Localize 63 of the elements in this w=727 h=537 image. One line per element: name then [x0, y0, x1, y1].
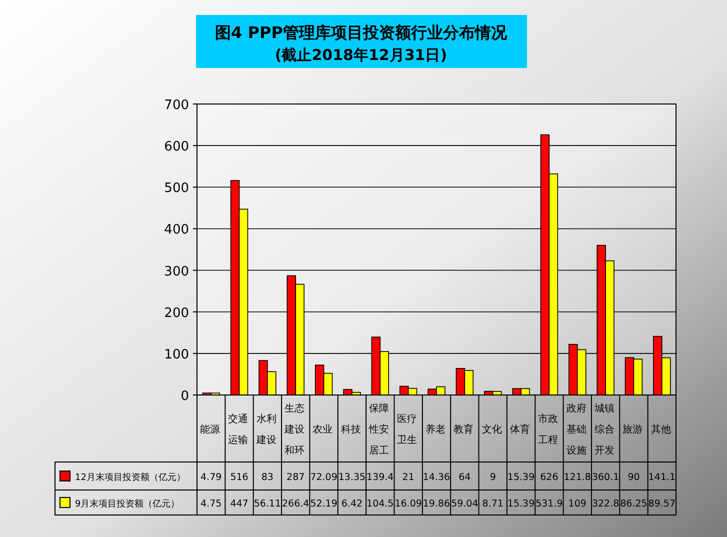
y-tick-label: 100	[164, 347, 189, 362]
data-label: 15.39	[507, 498, 535, 510]
data-label: 59.04	[451, 498, 478, 510]
data-label: 4.75	[200, 498, 222, 510]
data-label: 83	[261, 472, 274, 483]
data-label: 90	[628, 472, 640, 483]
data-label: 322.8	[592, 498, 620, 510]
data-label: 21	[402, 472, 414, 483]
data-label: 516	[230, 472, 248, 483]
data-label: 16.09	[394, 498, 422, 510]
data-label: 6.42	[341, 498, 363, 510]
x-tick-label: 医疗卫生	[397, 413, 418, 446]
x-tick-label: 能源	[200, 424, 220, 436]
x-tick-label: 养老	[425, 424, 446, 436]
data-label: 287	[286, 472, 305, 483]
x-tick-label: 文化	[482, 424, 502, 436]
x-tick-label: 水利建设	[255, 413, 276, 446]
y-tick-label: 300	[164, 264, 189, 280]
data-label: 8.71	[482, 498, 504, 510]
x-tick-label: 政府基础设施	[566, 402, 586, 456]
data-label: 626	[540, 472, 558, 483]
legend-label: 12月末项目投资额（亿元）	[75, 472, 186, 483]
data-label: 9	[490, 472, 496, 483]
data-label: 13.35	[338, 472, 366, 483]
x-tick-label: 市政工程	[538, 413, 558, 446]
data-label: 531.9	[536, 498, 563, 510]
x-tick-label: 保障性安居工	[368, 402, 390, 456]
x-tick-label: 科技	[340, 424, 361, 436]
data-label: 360.1	[592, 472, 620, 483]
x-tick-label: 交通运输	[228, 413, 248, 446]
data-label: 141.1	[648, 472, 676, 483]
x-tick-label: 农业	[312, 424, 333, 436]
data-label: 15.39	[507, 472, 535, 483]
data-label: 4.79	[200, 472, 222, 483]
y-tick-label: 600	[164, 140, 189, 155]
chart-subtitle: (截止2018年12月31日)	[274, 46, 448, 64]
data-label: 14.36	[422, 472, 450, 483]
y-tick-label: 0	[180, 389, 189, 404]
x-tick-label: 城镇综合开发	[593, 402, 614, 456]
data-label: 447	[230, 498, 248, 510]
y-tick-label: 500	[164, 181, 189, 196]
data-label: 89.57	[648, 498, 676, 510]
data-label: 86.25	[620, 498, 648, 510]
y-tick-label: 700	[164, 98, 189, 113]
data-label: 139.4	[366, 472, 394, 483]
data-label: 56.11	[254, 498, 282, 510]
data-label: 52.19	[310, 498, 338, 510]
x-tick-label: 教育	[454, 424, 474, 436]
x-tick-label: 旅游	[622, 424, 643, 436]
y-tick-label: 400	[164, 222, 189, 238]
data-label: 19.86	[422, 498, 450, 510]
data-label: 121.8	[564, 472, 591, 483]
x-tick-label: 生态建设和环	[284, 402, 305, 456]
data-label: 266.4	[282, 498, 310, 510]
y-tick-label: 200	[164, 306, 189, 321]
data-label: 64	[458, 472, 471, 483]
data-label: 72.09	[310, 472, 338, 483]
chart-title: 图4 PPP管理库项目投资额行业分布情况	[215, 23, 508, 42]
data-label: 109	[568, 498, 586, 510]
legend-label: 9月末项目投资额（亿元）	[75, 498, 180, 510]
x-tick-label: 其他	[650, 424, 671, 436]
x-tick-label: 体育	[510, 424, 530, 436]
data-label: 104.5	[366, 498, 394, 510]
